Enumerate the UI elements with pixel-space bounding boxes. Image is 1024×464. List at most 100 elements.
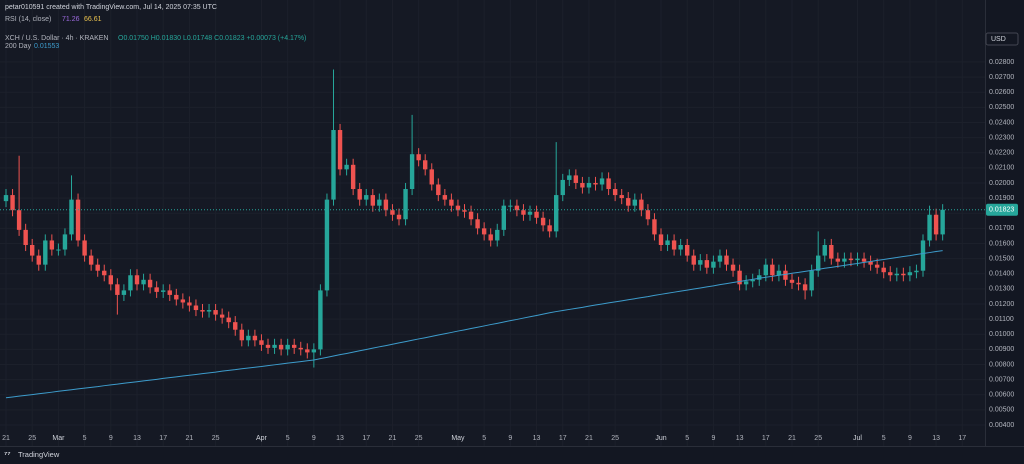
x-tick-label: Apr [256, 435, 268, 442]
currency-box[interactable] [985, 32, 1019, 46]
candle-body [396, 214, 402, 220]
x-tick-label: 5 [482, 435, 486, 442]
candle-body [121, 290, 127, 295]
y-tick-label: 0.00700 [989, 376, 1014, 383]
candle-body [848, 258, 854, 261]
candle-body [743, 281, 749, 285]
candle-body [626, 198, 631, 206]
candle-body [927, 214, 932, 241]
y-tick-label: 0.02400 [989, 119, 1014, 126]
candle-body [495, 229, 500, 241]
x-tick-label: 9 [312, 435, 316, 442]
y-tick-label: 0.02300 [989, 134, 1014, 141]
candle-body [377, 199, 382, 206]
last-price-box [986, 203, 1018, 216]
candle-body [606, 178, 611, 190]
candle-body [311, 349, 317, 353]
candle-body [567, 175, 572, 180]
candle-body [462, 210, 467, 212]
candle-body [246, 335, 251, 341]
candle-body [704, 260, 710, 268]
candle-body [226, 317, 231, 323]
candle-body [442, 195, 448, 200]
candle-body [514, 205, 520, 211]
candle-body [56, 249, 61, 251]
candle-body [318, 290, 323, 350]
candle-body [154, 287, 159, 292]
brand-logo: ⁷⁷ [4, 450, 11, 459]
candle-body [763, 264, 768, 276]
candle-body [180, 299, 186, 303]
x-tick-label: 9 [508, 435, 512, 442]
candle-body [147, 279, 153, 288]
candle-body [580, 182, 585, 188]
chart-title: XCH / U.S. Dollar · 4h · KRAKEN [5, 35, 108, 42]
candle-body [3, 195, 9, 202]
candle-body [868, 261, 873, 265]
candle-body [423, 160, 428, 170]
candle-body [357, 189, 362, 200]
candle-body [874, 264, 880, 268]
y-tick-label: 0.01200 [989, 301, 1014, 308]
x-tick-label: Mar [52, 435, 65, 442]
candle-body [69, 199, 74, 235]
x-tick-label: 5 [83, 435, 87, 442]
header: petar010591 created with TradingView.com… [5, 4, 217, 11]
candle-body [901, 273, 906, 276]
y-tick-label: 0.01000 [989, 331, 1014, 338]
x-tick-label: May [451, 435, 465, 442]
x-tick-label: 13 [932, 435, 940, 442]
y-tick-label: 0.02600 [989, 89, 1014, 96]
candle-body [829, 244, 834, 259]
candle-body [481, 228, 487, 235]
candle-body [521, 210, 526, 215]
candle-body [364, 195, 369, 200]
candle-body [233, 322, 238, 330]
candle-body [49, 240, 55, 250]
candle-body [907, 272, 913, 276]
rsi-value: 66.61 [84, 16, 102, 23]
x-tick-label: 21 [788, 435, 796, 442]
candle-body [855, 258, 860, 261]
candle-body [658, 234, 664, 245]
x-tick-label: 17 [559, 435, 567, 442]
candle-body [403, 189, 408, 220]
y-tick-label: 0.01900 [989, 195, 1014, 202]
candle-body [783, 270, 788, 280]
marks [0, 69, 985, 399]
currency[interactable]: USD [991, 36, 1006, 43]
x-tick-label: 17 [159, 435, 167, 442]
x-tick-label: 13 [133, 435, 141, 442]
candle-body [468, 211, 474, 220]
candle-body [599, 178, 605, 185]
candle-body [612, 189, 618, 196]
candle-body [776, 270, 782, 276]
candle-body [278, 344, 284, 350]
candle-body [619, 195, 624, 199]
candle-body [141, 279, 146, 285]
candle-body [331, 130, 336, 200]
candle-body [174, 294, 179, 300]
labels: 0.00400 0.00500 0.00600 0.00700 0.00800 0.009… [2, 59, 1018, 442]
candle-body [115, 284, 120, 295]
candle-body [324, 199, 330, 291]
candle-body [933, 214, 939, 235]
ma-line [5, 250, 943, 399]
candle-body [881, 267, 886, 273]
candle-body [730, 264, 736, 271]
candle-body [842, 258, 847, 262]
x-tick-label: Jun [655, 435, 666, 442]
candle-body [436, 184, 441, 196]
y-tick-label: 0.02000 [989, 180, 1014, 187]
candle-body [265, 344, 271, 348]
y-tick-label: 0.02200 [989, 150, 1014, 157]
candle-body [350, 164, 356, 190]
candle-body [409, 154, 415, 190]
x-tick-label: 25 [28, 435, 36, 442]
rsi-value: 71.26 [62, 16, 80, 23]
candle-body [108, 275, 113, 285]
candle-body [789, 279, 795, 283]
y-tick-label: 0.01600 [989, 240, 1014, 247]
candle-body [161, 290, 166, 292]
